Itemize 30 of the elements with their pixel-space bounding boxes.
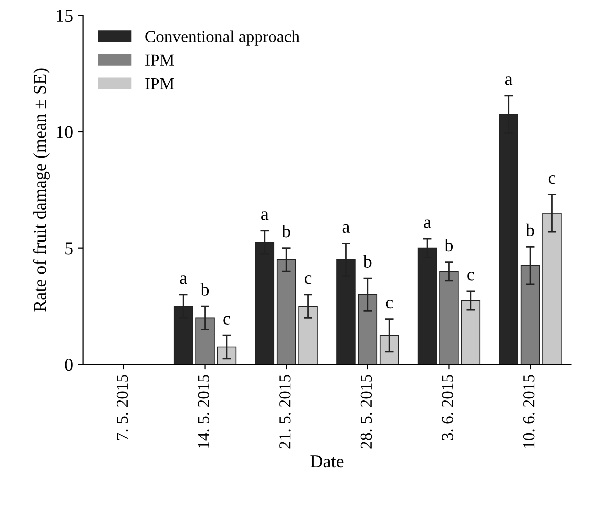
y-tick-label: 15 bbox=[57, 10, 73, 22]
data-label: a bbox=[424, 220, 432, 228]
x-axis-title: Date bbox=[310, 456, 344, 468]
data-label: a bbox=[342, 224, 350, 234]
data-label: c bbox=[386, 300, 394, 309]
data-label: b bbox=[526, 224, 534, 237]
x-tick-label: 7. 5. 2015 bbox=[116, 375, 128, 440]
data-label: b bbox=[200, 283, 210, 296]
x-tick-label: 28. 5. 2015 bbox=[360, 375, 372, 449]
y-tick-label: 0 bbox=[65, 358, 73, 372]
x-tick-label: 21. 5. 2015 bbox=[280, 375, 291, 449]
legend-label: IPM bbox=[146, 54, 174, 66]
data-label: c bbox=[548, 175, 556, 184]
data-label: c bbox=[304, 276, 312, 284]
data-label: a bbox=[180, 276, 188, 284]
y-axis-title: Rate of fruit damage (mean ± SE) bbox=[33, 68, 50, 312]
data-label: b bbox=[444, 238, 454, 252]
data-label: c bbox=[468, 272, 474, 281]
x-tick-label: 10. 6. 2015 bbox=[523, 375, 535, 448]
legend-label: Conventional approach bbox=[146, 30, 300, 46]
data-label: b bbox=[282, 224, 290, 238]
y-tick-label: 10 bbox=[57, 126, 73, 138]
y-tick-label: 5 bbox=[66, 242, 73, 255]
legend-label: IPM bbox=[146, 78, 174, 90]
data-label: a bbox=[505, 76, 513, 86]
data-label: a bbox=[262, 212, 269, 220]
x-tick-label: 3. 6. 2015 bbox=[442, 375, 454, 440]
data-label: c bbox=[224, 316, 230, 325]
data-label: b bbox=[363, 255, 372, 268]
x-tick-label: 14. 5. 2015 bbox=[198, 375, 210, 448]
